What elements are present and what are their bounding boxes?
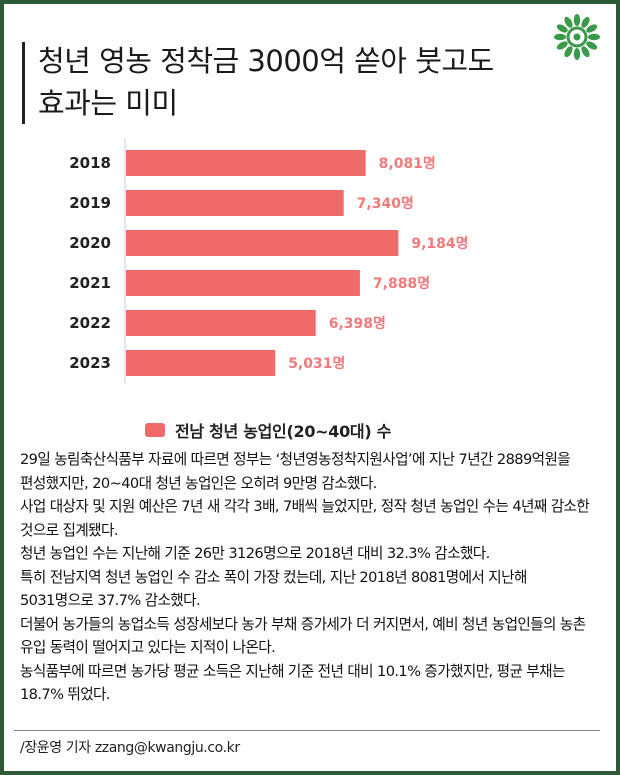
- paragraph: 더불어 농가들의 농업소득 성장세보다 농가 부채 증가세가 더 커지면서, 예…: [20, 615, 586, 657]
- bar: [126, 350, 276, 376]
- legend-swatch: [145, 423, 165, 437]
- green-wreath-logo-icon: [554, 14, 600, 60]
- category-tick-label: 2022: [69, 314, 111, 332]
- paragraph: 특히 전남지역 청년 농업인 수 감소 폭이 가장 컸는데, 지난 2018년 …: [20, 568, 527, 610]
- title-accent-bar: [22, 42, 25, 124]
- bar-value-label: 8,081명: [379, 155, 436, 172]
- bar-value-label: 9,184명: [411, 235, 468, 252]
- bar: [126, 230, 399, 256]
- article-body: 29일 농림축산식품부 자료에 따르면 정부는 ‘청년영농정착지원사업’에 지난…: [20, 448, 600, 707]
- paragraph: 사업 대상자 및 지원 예산은 7년 새 각각 3배, 7배씩 늘었지만, 정작…: [20, 498, 590, 539]
- bar-chart: 2018 2019 2020 2021 2022 2023 8,081명 7,340명 9,1…: [69, 138, 469, 383]
- legend-label: 전남 청년 농업인(20~40대) 수: [175, 422, 392, 441]
- bar: [126, 310, 316, 336]
- bar-value-label: 7,340명: [357, 195, 414, 212]
- bar-value-label: 5,031명: [288, 355, 345, 372]
- paragraph: 청년 농업인 수는 지난해 기준 26만 3126명으로 2018년 대비 32…: [20, 545, 490, 562]
- bar: [126, 190, 344, 216]
- bar: [126, 150, 366, 176]
- bar-value-label: 7,888명: [373, 275, 430, 292]
- paragraph: 농식품부에 따르면 농가당 평균 소득은 지난해 기준 전년 대비 10.1% …: [20, 662, 565, 704]
- page-title: 청년 영농 정착금 3000억 쏟아 붓고도 효과는 미미: [38, 44, 494, 120]
- bar: [126, 270, 360, 296]
- footer-divider: [14, 730, 600, 731]
- chart-legend: 전남 청년 농업인(20~40대) 수: [145, 418, 391, 442]
- bar-value-label: 6,398명: [329, 315, 386, 332]
- category-tick-label: 2018: [69, 154, 111, 172]
- paragraph: 29일 농림축산식품부 자료에 따르면 정부는 ‘청년영농정착지원사업’에 지난…: [20, 451, 571, 492]
- category-tick-label: 2019: [69, 194, 111, 212]
- category-tick-label: 2023: [69, 354, 111, 372]
- category-tick-label: 2021: [69, 274, 111, 292]
- byline: /장윤영 기자 zzang@kwangju.co.kr: [20, 740, 240, 756]
- category-tick-label: 2020: [69, 234, 111, 252]
